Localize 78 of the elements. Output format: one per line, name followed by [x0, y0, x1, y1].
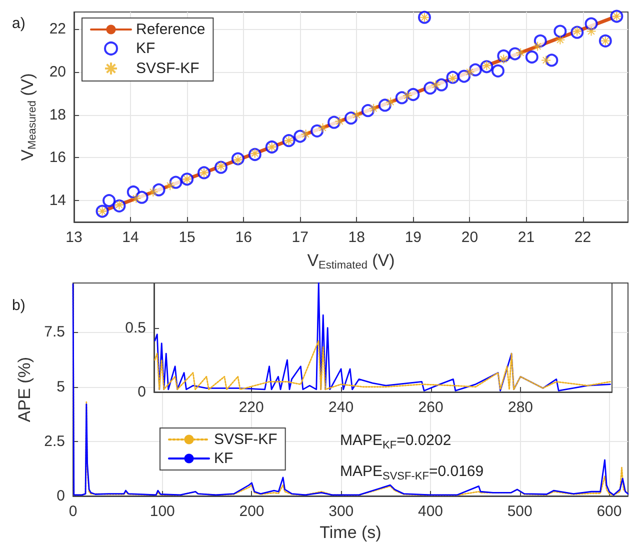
y-axis-title: APE (%)	[15, 356, 34, 422]
point	[430, 80, 441, 90]
x-tick-label: 20	[461, 229, 478, 246]
y-tick-label: 16	[49, 149, 66, 166]
point	[464, 67, 475, 77]
text: a)	[12, 15, 26, 32]
point	[310, 124, 324, 138]
x-tick-label: 0	[68, 503, 78, 520]
y-tick-label: 5	[56, 378, 65, 396]
x-tick-label: 280	[508, 399, 534, 416]
point	[386, 97, 396, 107]
x-tick-label: 13	[66, 229, 82, 246]
point	[458, 70, 471, 83]
x-tick-label: 240	[328, 399, 354, 416]
point	[114, 200, 124, 210]
point	[541, 55, 552, 66]
point	[498, 54, 509, 64]
point	[586, 26, 596, 36]
point	[148, 187, 158, 197]
legend-label: SVSF-KF	[136, 60, 200, 77]
x-tick-label: 18	[348, 229, 365, 246]
y-axis-title: VMeasured (V)	[18, 73, 38, 161]
y-tick-label: 0.5	[125, 319, 146, 336]
y-tick-label: 7.5	[44, 324, 65, 341]
x-tick-label: 260	[418, 399, 444, 416]
point	[572, 26, 582, 36]
point	[378, 98, 392, 112]
point	[448, 73, 458, 84]
legend-label: SVSF-KF	[214, 431, 278, 448]
point	[352, 110, 362, 120]
y-tick-label: 22	[49, 20, 66, 38]
x-tick-label: 100	[150, 503, 175, 520]
point	[555, 34, 566, 45]
point	[165, 180, 176, 191]
point	[516, 48, 526, 58]
x-tick-label: 22	[574, 229, 592, 246]
point	[402, 90, 413, 101]
point	[584, 17, 598, 30]
legend-label: Reference	[136, 21, 206, 38]
y-tick-label: 18	[49, 106, 66, 124]
point	[482, 60, 492, 71]
x-axis-title: Time (s)	[320, 523, 382, 542]
x-tick-label: 17	[292, 229, 308, 246]
x-tick-label: 19	[404, 229, 422, 246]
point	[334, 116, 345, 126]
point	[532, 41, 543, 52]
point	[554, 24, 567, 38]
x-tick-label: 15	[178, 229, 196, 246]
point	[534, 34, 547, 48]
point	[294, 130, 307, 143]
point	[131, 193, 142, 204]
legend-label: KF	[136, 40, 156, 57]
x-tick-label: 300	[328, 503, 354, 520]
point	[232, 154, 243, 165]
x-tick-label: 16	[235, 229, 252, 246]
y-tick-label: 0	[56, 488, 65, 504]
point	[102, 194, 116, 208]
point	[318, 122, 328, 133]
x-tick-label: 500	[507, 503, 532, 520]
x-tick-label: 600	[596, 503, 622, 520]
point	[216, 161, 226, 172]
point	[300, 129, 311, 140]
line-series	[72, 283, 629, 496]
point	[344, 112, 358, 125]
point	[424, 82, 437, 95]
x-tick-label: 400	[418, 503, 444, 520]
point	[491, 64, 504, 78]
point	[368, 103, 379, 114]
line-series	[154, 340, 611, 390]
y-tick-label: 2.5	[44, 432, 65, 450]
y-tick-label: 14	[49, 192, 66, 210]
x-tick-label: 21	[518, 229, 535, 246]
x-tick-label: 220	[238, 399, 264, 416]
y-tick-label: 20	[49, 64, 66, 80]
x-tick-label: 200	[239, 503, 264, 520]
point	[525, 50, 538, 64]
text: b)	[12, 297, 26, 314]
legend-label: KF	[214, 450, 234, 467]
